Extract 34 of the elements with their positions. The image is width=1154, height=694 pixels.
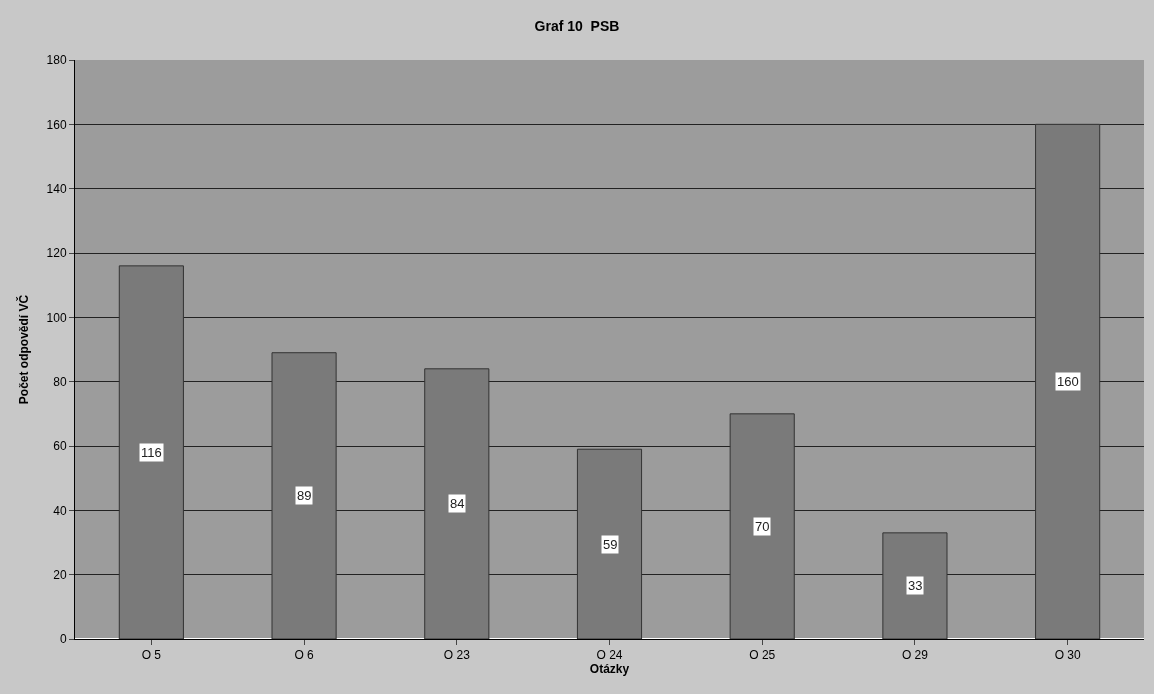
data-label: 33 — [908, 578, 923, 593]
x-tick-label: O 30 — [1054, 648, 1081, 663]
data-label: 59 — [603, 537, 618, 552]
bar — [729, 413, 795, 639]
x-tick-label: O 29 — [901, 648, 929, 663]
x-tick-label: O 23 — [443, 648, 471, 663]
data-label: 84 — [450, 496, 465, 511]
y-tick-label: 180 — [46, 53, 67, 68]
x-tick-label: O 25 — [749, 648, 776, 663]
bar — [576, 448, 643, 639]
bar — [118, 265, 184, 639]
y-axis-title: Počet odpovědí VČ — [15, 294, 31, 405]
y-tick-label: 0 — [59, 632, 67, 647]
bar — [882, 532, 948, 639]
data-label: 116 — [141, 445, 162, 460]
x-tick-label: O 6 — [294, 648, 315, 663]
y-tick-label: 160 — [46, 117, 67, 132]
x-tick-label: O 5 — [141, 648, 162, 663]
data-label: 160 — [1057, 374, 1079, 389]
bar — [424, 368, 490, 639]
y-tick-label: 100 — [46, 310, 67, 325]
y-tick-label: 20 — [53, 567, 67, 582]
bar — [271, 352, 337, 639]
y-tick-label: 120 — [46, 246, 67, 261]
y-tick-label: 40 — [53, 503, 67, 518]
data-label: 70 — [755, 519, 770, 534]
data-label: 89 — [297, 488, 312, 503]
chart-title: Graf 10 PSB — [534, 17, 620, 34]
y-tick-label: 140 — [46, 181, 67, 196]
bar — [1035, 123, 1101, 639]
y-tick-label: 80 — [53, 374, 67, 389]
x-tick-label: O 24 — [596, 648, 623, 663]
y-tick-label: 60 — [53, 439, 67, 454]
x-axis-title: Otázky — [589, 662, 630, 677]
